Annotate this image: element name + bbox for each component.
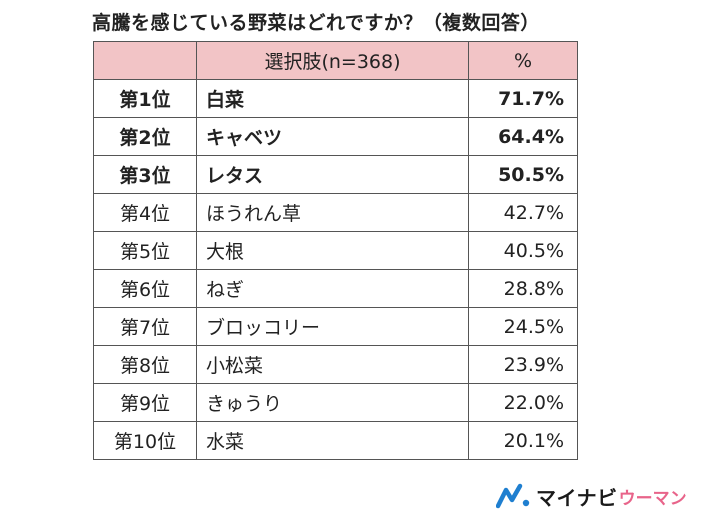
percent-cell: 23.9%: [468, 345, 578, 384]
table-header-row: 選択肢(n=368) %: [93, 41, 578, 80]
percent-cell: 24.5%: [468, 307, 578, 346]
rank-cell: 第1位: [93, 79, 197, 118]
table-row: 第10位 水菜 20.1%: [93, 421, 578, 460]
item-cell: 大根: [196, 231, 469, 270]
chart-title: 高騰を感じている野菜はどれですか？（複数回答）: [92, 12, 540, 34]
percent-cell: 50.5%: [468, 155, 578, 194]
table-row: 第5位 大根 40.5%: [93, 231, 578, 270]
logo-main-text: マイナビ: [536, 485, 618, 510]
mynavi-logo-icon: [496, 483, 530, 509]
rank-cell: 第5位: [93, 231, 197, 270]
percent-cell: 71.7%: [468, 79, 578, 118]
percent-cell: 40.5%: [468, 231, 578, 270]
rank-cell: 第4位: [93, 193, 197, 232]
item-cell: 小松菜: [196, 345, 469, 384]
rank-cell: 第2位: [93, 117, 197, 156]
item-cell: 白菜: [196, 79, 469, 118]
item-cell: キャベツ: [196, 117, 469, 156]
item-cell: ねぎ: [196, 269, 469, 308]
header-rank: [93, 41, 197, 80]
logo-sub-text: ウーマン: [618, 488, 687, 509]
ranking-table: 選択肢(n=368) % 第1位 白菜 71.7% 第2位 キャベツ 64.4% 第3位 レタ…: [93, 41, 578, 460]
item-cell: 水菜: [196, 421, 469, 460]
item-cell: ほうれん草: [196, 193, 469, 232]
table-row: 第3位 レタス 50.5%: [93, 155, 578, 194]
table-row: 第8位 小松菜 23.9%: [93, 345, 578, 384]
percent-cell: 28.8%: [468, 269, 578, 308]
percent-cell: 20.1%: [468, 421, 578, 460]
table-row: 第6位 ねぎ 28.8%: [93, 269, 578, 308]
header-percent: %: [468, 41, 578, 80]
table-row: 第1位 白菜 71.7%: [93, 79, 578, 118]
percent-cell: 22.0%: [468, 383, 578, 422]
mynavi-woman-logo: マイナビ ウーマン: [496, 480, 706, 512]
table-row: 第9位 きゅうり 22.0%: [93, 383, 578, 422]
rank-cell: 第9位: [93, 383, 197, 422]
rank-cell: 第10位: [93, 421, 197, 460]
rank-cell: 第7位: [93, 307, 197, 346]
table-body: 第1位 白菜 71.7% 第2位 キャベツ 64.4% 第3位 レタス 50.5% 第4位 ほうれん…: [93, 79, 578, 460]
item-cell: きゅうり: [196, 383, 469, 422]
percent-cell: 64.4%: [468, 117, 578, 156]
item-cell: レタス: [196, 155, 469, 194]
header-item: 選択肢(n=368): [196, 41, 469, 80]
table-row: 第2位 キャベツ 64.4%: [93, 117, 578, 156]
table-row: 第4位 ほうれん草 42.7%: [93, 193, 578, 232]
rank-cell: 第3位: [93, 155, 197, 194]
percent-cell: 42.7%: [468, 193, 578, 232]
table-row: 第7位 ブロッコリー 24.5%: [93, 307, 578, 346]
rank-cell: 第6位: [93, 269, 197, 308]
rank-cell: 第8位: [93, 345, 197, 384]
item-cell: ブロッコリー: [196, 307, 469, 346]
